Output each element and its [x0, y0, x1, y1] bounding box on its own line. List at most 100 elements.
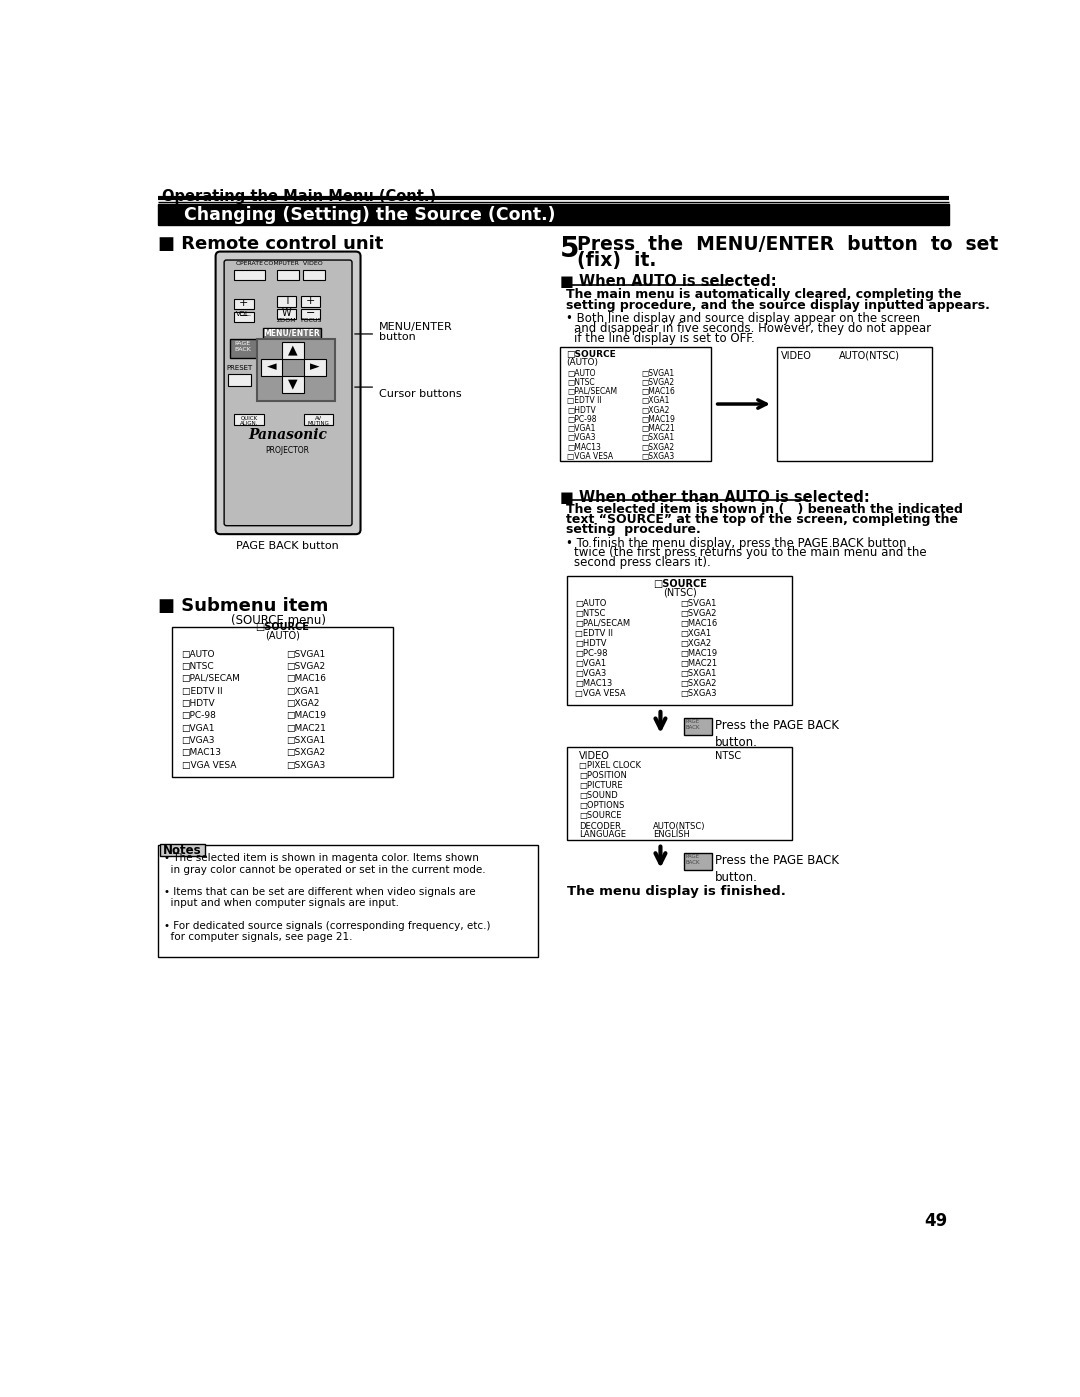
- Text: (fix)  it.: (fix) it.: [577, 251, 657, 270]
- Text: The main menu is automatically cleared, completing the: The main menu is automatically cleared, …: [566, 288, 961, 300]
- Text: (SOURCE menu): (SOURCE menu): [231, 615, 326, 627]
- Text: □MAC16: □MAC16: [642, 387, 675, 397]
- Text: □VGA1: □VGA1: [567, 425, 596, 433]
- Bar: [301, 296, 321, 307]
- Text: +: +: [239, 298, 248, 309]
- Text: □MAC16: □MAC16: [286, 675, 326, 683]
- Text: Press  the  MENU/ENTER  button  to  set: Press the MENU/ENTER button to set: [577, 235, 998, 254]
- Text: □HDTV: □HDTV: [576, 638, 607, 648]
- Text: □PAL/SECAM: □PAL/SECAM: [181, 675, 241, 683]
- Text: PRESET: PRESET: [227, 365, 253, 372]
- Text: □SXGA3: □SXGA3: [642, 451, 674, 461]
- Bar: [282, 376, 303, 393]
- Text: (AUTO): (AUTO): [566, 358, 598, 367]
- Bar: [303, 414, 334, 425]
- Text: 49: 49: [924, 1213, 947, 1231]
- Text: ■ When AUTO is selected:: ■ When AUTO is selected:: [559, 274, 777, 289]
- Bar: [777, 346, 932, 461]
- Text: □MAC13: □MAC13: [181, 749, 221, 757]
- Text: □EDTV II: □EDTV II: [567, 397, 602, 405]
- Text: LANGUAGE: LANGUAGE: [579, 830, 626, 838]
- Text: • Both line display and source display appear on the screen: • Both line display and source display a…: [566, 313, 920, 326]
- Text: MENU/ENTER: MENU/ENTER: [379, 323, 453, 332]
- Text: □MAC13: □MAC13: [567, 443, 602, 451]
- Bar: [234, 270, 266, 279]
- Bar: [228, 374, 252, 387]
- Text: PAGE
BACK: PAGE BACK: [685, 719, 700, 729]
- Text: □MAC19: □MAC19: [286, 711, 326, 721]
- Text: □EDTV II: □EDTV II: [576, 629, 613, 638]
- Text: FOCUS: FOCUS: [300, 317, 322, 323]
- Text: AUTO(NTSC): AUTO(NTSC): [652, 823, 705, 831]
- Text: Cursor buttons: Cursor buttons: [379, 388, 462, 398]
- Text: (AUTO): (AUTO): [265, 631, 299, 641]
- Text: PAGE BACK button: PAGE BACK button: [237, 541, 339, 550]
- Text: □SVGA1: □SVGA1: [679, 599, 716, 608]
- Text: ■ When other than AUTO is selected:: ■ When other than AUTO is selected:: [559, 489, 869, 504]
- Text: VOL.: VOL.: [237, 312, 253, 317]
- Bar: [276, 309, 296, 320]
- Text: □SVGA2: □SVGA2: [286, 662, 325, 671]
- Text: ▲: ▲: [288, 344, 298, 356]
- Bar: [559, 346, 711, 461]
- Bar: [276, 296, 296, 307]
- Text: VIDEO: VIDEO: [579, 752, 610, 761]
- Bar: [260, 359, 282, 376]
- Bar: [172, 627, 393, 777]
- Text: □SXGA2: □SXGA2: [679, 679, 716, 687]
- Text: PAGE
BACK: PAGE BACK: [234, 341, 252, 352]
- Text: □PC-98: □PC-98: [181, 711, 216, 721]
- Text: text “SOURCE” at the top of the screen, completing the: text “SOURCE” at the top of the screen, …: [566, 513, 958, 527]
- Bar: [303, 359, 326, 376]
- Text: Notes: Notes: [163, 844, 202, 858]
- Text: ENGLISH: ENGLISH: [652, 830, 689, 838]
- Text: setting  procedure.: setting procedure.: [566, 524, 701, 536]
- Text: ■ Submenu item: ■ Submenu item: [159, 598, 328, 615]
- Text: ZOOM: ZOOM: [278, 317, 297, 323]
- Text: □SVGA1: □SVGA1: [642, 369, 674, 377]
- Bar: [282, 342, 303, 359]
- Text: ◄: ◄: [267, 360, 276, 373]
- Text: AV
MUTING: AV MUTING: [308, 415, 329, 426]
- Text: □SOURCE: □SOURCE: [255, 623, 309, 633]
- Text: • Items that can be set are different when video signals are
  input and when co: • Items that can be set are different wh…: [164, 887, 476, 908]
- Text: □XGA2: □XGA2: [286, 698, 320, 708]
- Bar: [567, 576, 793, 705]
- Text: The menu display is finished.: The menu display is finished.: [567, 884, 786, 897]
- Bar: [234, 299, 254, 309]
- Text: □VGA VESA: □VGA VESA: [567, 451, 613, 461]
- Text: □VGA VESA: □VGA VESA: [576, 689, 625, 698]
- Text: +: +: [306, 296, 315, 306]
- Text: □SXGA1: □SXGA1: [642, 433, 674, 443]
- Text: □PIXEL CLOCK: □PIXEL CLOCK: [579, 761, 642, 770]
- Text: □PAL/SECAM: □PAL/SECAM: [576, 619, 631, 627]
- Text: □VGA3: □VGA3: [567, 433, 596, 443]
- Text: □MAC16: □MAC16: [679, 619, 717, 627]
- Text: □SXGA2: □SXGA2: [642, 443, 674, 451]
- Text: □XGA1: □XGA1: [679, 629, 711, 638]
- Text: □SXGA3: □SXGA3: [286, 760, 325, 770]
- Text: W: W: [282, 309, 292, 319]
- Text: □POSITION: □POSITION: [579, 771, 627, 781]
- Text: ▼: ▼: [288, 377, 298, 391]
- Text: □SOURCE: □SOURCE: [566, 351, 616, 359]
- Text: □PC-98: □PC-98: [576, 648, 608, 658]
- Bar: [234, 414, 264, 425]
- Bar: [159, 845, 538, 957]
- Text: • For dedicated source signals (corresponding frequency, etc.)
  for computer si: • For dedicated source signals (correspo…: [164, 921, 491, 943]
- Text: ►: ►: [310, 360, 320, 373]
- Text: □NTSC: □NTSC: [181, 662, 214, 671]
- Text: twice (the first press returns you to the main menu and the: twice (the first press returns you to th…: [573, 546, 927, 559]
- Text: □HDTV: □HDTV: [181, 698, 215, 708]
- Text: □SVGA1: □SVGA1: [286, 650, 325, 658]
- Bar: [567, 747, 793, 840]
- Text: −: −: [306, 309, 315, 319]
- Text: □SXGA2: □SXGA2: [286, 749, 325, 757]
- Text: □SOURCE: □SOURCE: [653, 578, 706, 588]
- Text: □VGA3: □VGA3: [576, 669, 607, 678]
- Text: COMPUTER  VIDEO: COMPUTER VIDEO: [265, 261, 323, 267]
- Text: □VGA VESA: □VGA VESA: [181, 760, 235, 770]
- Text: □AUTO: □AUTO: [181, 650, 215, 658]
- Text: □VGA3: □VGA3: [181, 736, 215, 745]
- Text: Panasonic: Panasonic: [248, 429, 327, 443]
